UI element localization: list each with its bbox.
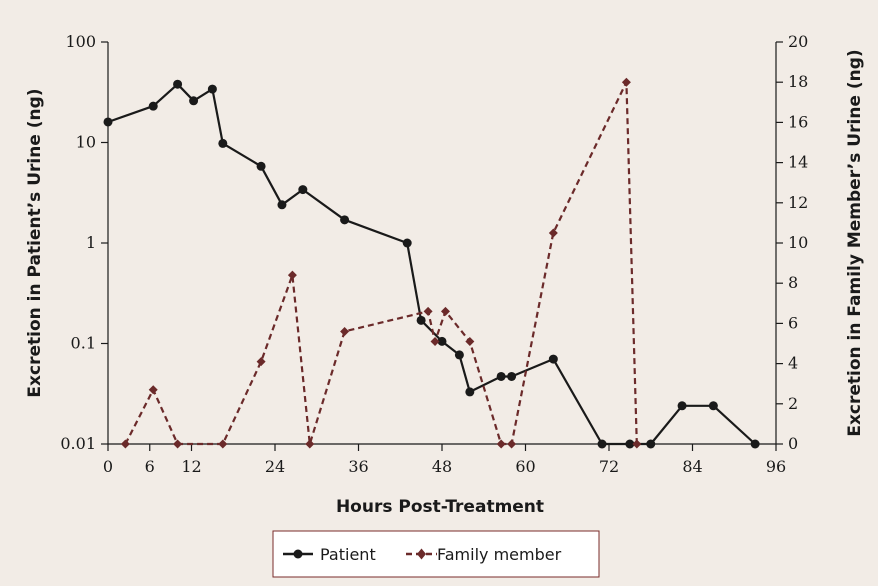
legend: Patient Family member — [272, 530, 600, 578]
data-point-patient — [548, 354, 558, 364]
y-left-tick-label: 1 — [86, 233, 96, 252]
data-point-family-member — [256, 357, 266, 367]
y-right-tick-label: 2 — [788, 394, 798, 413]
data-point-patient — [454, 350, 464, 360]
x-ticks: 0 6 12 24 36 48 60 72 84 96 — [103, 444, 786, 476]
y-left-axis-title: Excretion in Patient’s Urine (ng) — [25, 88, 45, 397]
legend-patient-label: Patient — [320, 545, 376, 564]
data-point-patient — [646, 439, 656, 449]
data-point-family-member — [496, 439, 506, 449]
x-tick-label: 96 — [766, 457, 786, 476]
x-tick-label: 60 — [515, 457, 535, 476]
data-point-patient — [416, 315, 426, 325]
data-point-patient — [625, 439, 635, 449]
data-point-patient — [402, 238, 412, 248]
x-tick-label: 24 — [265, 457, 285, 476]
series-lines — [107, 81, 756, 446]
legend-patient-marker — [293, 549, 303, 559]
axes — [107, 42, 777, 445]
data-point-family-member — [632, 439, 642, 449]
series-line-family-member — [124, 81, 638, 446]
y-right-tick-label: 4 — [788, 354, 798, 373]
y-right-tick-label: 0 — [788, 434, 798, 453]
data-point-family-member — [148, 385, 158, 395]
data-point-patient — [750, 439, 760, 449]
x-tick-label: 12 — [181, 457, 201, 476]
data-point-patient — [597, 439, 607, 449]
data-point-family-member — [173, 439, 183, 449]
legend-family-label: Family member — [437, 545, 562, 564]
x-tick-label: 72 — [599, 457, 619, 476]
x-axis-title: Hours Post-Treatment — [336, 497, 544, 517]
data-point-patient — [708, 401, 718, 411]
data-point-patient — [507, 371, 517, 381]
data-point-patient — [298, 185, 308, 195]
data-point-patient — [496, 371, 506, 381]
y-right-tick-label: 14 — [788, 153, 808, 172]
x-tick-label: 84 — [682, 457, 702, 476]
data-point-family-member — [430, 336, 440, 346]
y-right-tick-label: 6 — [788, 313, 798, 332]
data-point-patient — [437, 336, 447, 346]
legend-item-family-member: Family member — [406, 545, 562, 564]
data-point-patient — [189, 96, 199, 106]
y-right-tick-label: 16 — [788, 112, 808, 131]
data-point-family-member — [120, 439, 130, 449]
data-point-family-member — [305, 439, 315, 449]
y-left-tick-label: 100 — [65, 32, 96, 51]
data-point-family-member — [218, 439, 228, 449]
data-point-patient — [277, 200, 287, 210]
data-point-family-member — [440, 306, 450, 316]
y-right-tick-label: 10 — [788, 233, 808, 252]
data-point-family-member — [340, 326, 350, 336]
y-left-ticks: 100 10 1 0.1 0.01 — [60, 32, 108, 453]
y-right-tick-label: 8 — [788, 273, 798, 292]
data-point-patient — [256, 161, 266, 171]
x-tick-label: 48 — [432, 457, 452, 476]
data-point-family-member — [423, 306, 433, 316]
legend-item-patient: Patient — [283, 545, 376, 564]
x-tick-label: 36 — [348, 457, 368, 476]
data-point-patient — [207, 84, 217, 94]
series-line-patient — [107, 83, 756, 446]
y-right-tick-label: 18 — [788, 72, 808, 91]
data-point-family-member — [621, 77, 631, 87]
y-right-axis-title: Excretion in Family Member’s Urine (ng) — [845, 49, 865, 436]
data-point-patient — [340, 215, 350, 225]
x-tick-label: 6 — [145, 457, 155, 476]
y-left-tick-label: 10 — [76, 133, 96, 152]
data-point-patient — [173, 79, 183, 89]
data-point-patient — [465, 387, 475, 397]
legend-family-marker — [417, 548, 426, 560]
data-point-patient — [677, 401, 687, 411]
data-point-family-member — [287, 270, 297, 280]
x-tick-label: 0 — [103, 457, 113, 476]
y-left-tick-label: 0.1 — [71, 334, 96, 353]
data-point-patient — [148, 101, 158, 111]
data-point-patient — [103, 117, 113, 127]
data-point-patient — [218, 138, 228, 148]
y-right-tick-label: 20 — [788, 32, 808, 51]
data-point-family-member — [548, 228, 558, 238]
y-right-tick-label: 12 — [788, 193, 808, 212]
series-markers — [103, 77, 760, 449]
data-point-family-member — [507, 439, 517, 449]
data-point-family-member — [465, 336, 475, 346]
y-left-tick-label: 0.01 — [60, 434, 96, 453]
